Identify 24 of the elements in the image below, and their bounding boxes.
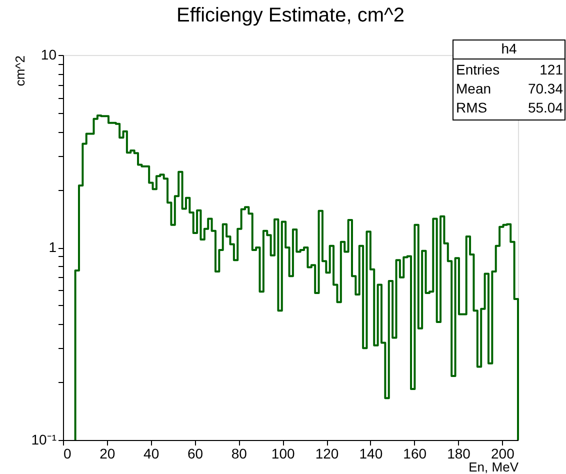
x-tick-label: 160 — [403, 446, 427, 462]
x-tick-label: 20 — [100, 446, 116, 462]
x-tick-label: 60 — [187, 446, 204, 462]
x-tick-label: 0 — [64, 446, 72, 462]
y-tick-label: 10 — [40, 46, 57, 62]
annotation: h4 — [501, 40, 517, 56]
y-axis-title: cm^2 — [12, 56, 28, 86]
text: 70.34 — [528, 80, 564, 96]
x-tick-label: 140 — [359, 446, 383, 462]
y-tick-label: 1 — [48, 239, 57, 255]
annotation: RMS — [456, 100, 488, 116]
annotation: Entries — [456, 62, 500, 78]
x-tick-label: 200 — [491, 446, 515, 462]
y-tick-label: 10⁻¹ — [31, 432, 57, 448]
x-tick-label: 40 — [144, 446, 160, 462]
text: 121 — [540, 62, 564, 78]
text: 55.04 — [528, 100, 564, 116]
x-tick-label: 120 — [315, 446, 339, 462]
chart-title: Efficiengy Estimate, cm^2 — [176, 4, 404, 26]
x-axis-title: En, MeV — [468, 460, 519, 474]
annotation: Mean — [456, 80, 492, 96]
x-tick-label: 80 — [231, 446, 248, 462]
x-tick-label: 180 — [447, 446, 471, 462]
x-tick-label: 100 — [271, 446, 295, 462]
